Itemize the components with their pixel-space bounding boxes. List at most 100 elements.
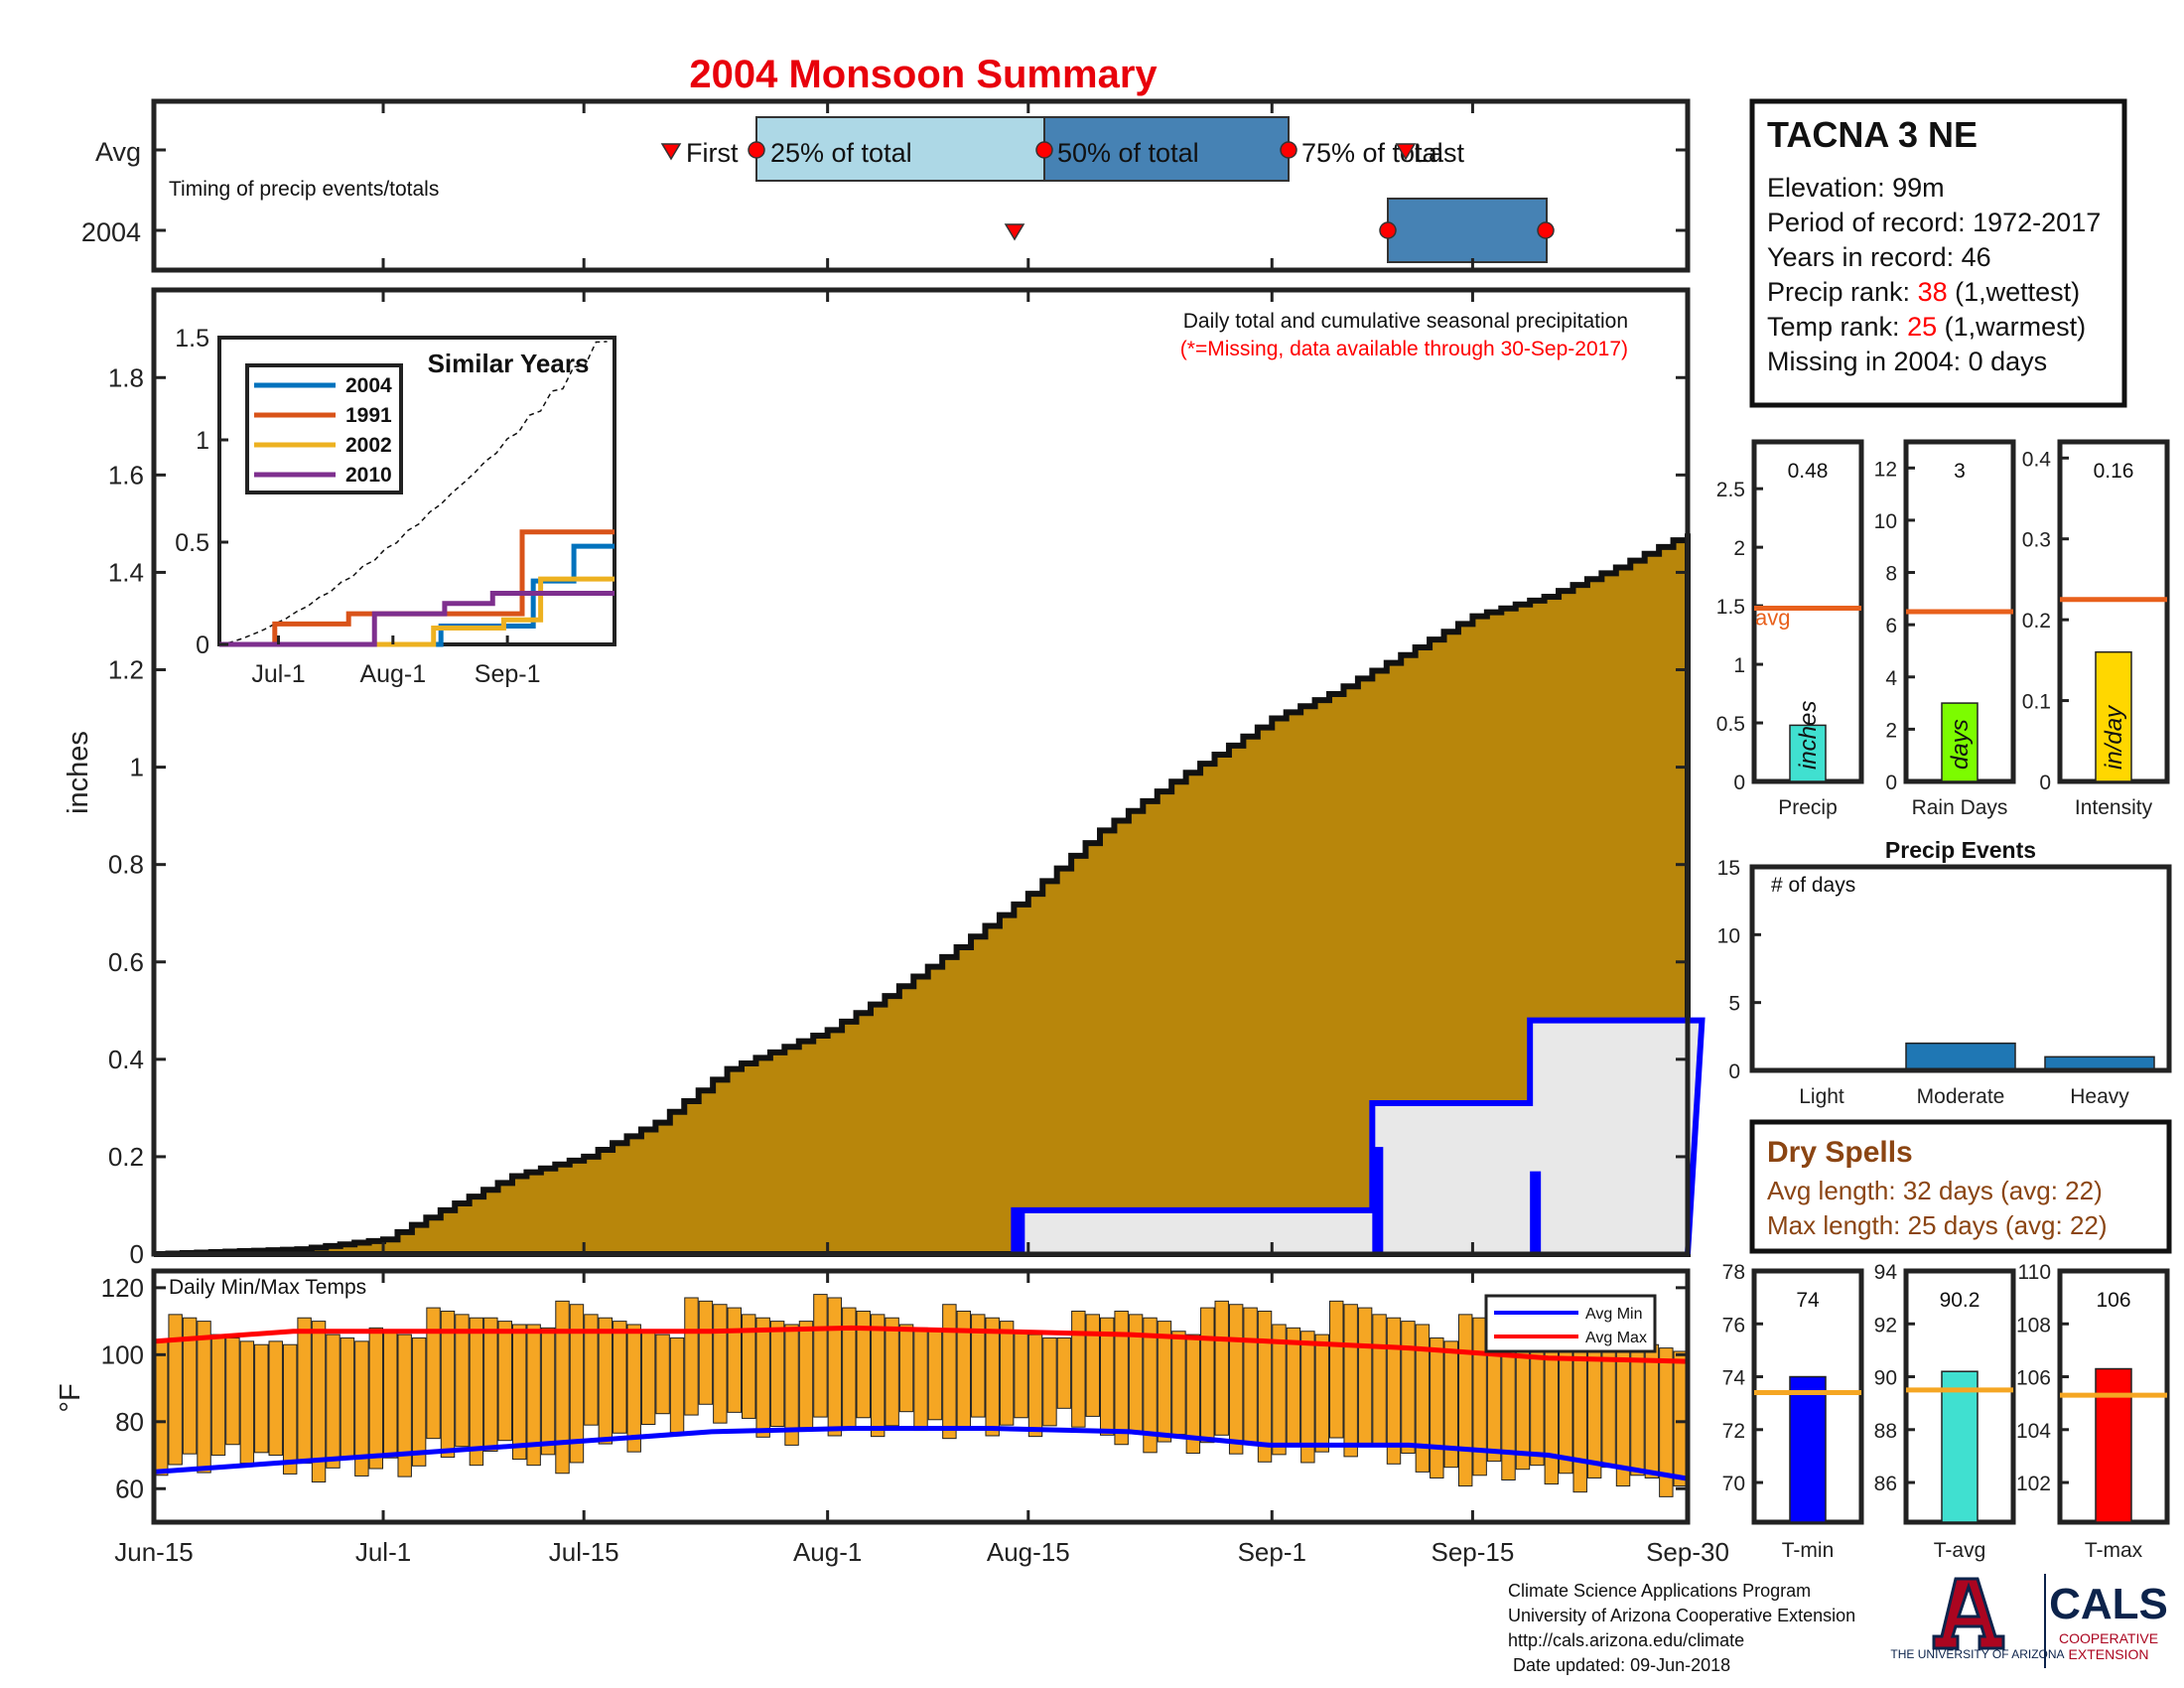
precip-y-axis: 0 0.2 0.4 0.6 0.8 1 1.2 1.4 1.6 1.8 [108,362,1688,1269]
temp-summary-y-tick-label: 72 [1722,1420,1745,1443]
temp-range-bar [669,1336,685,1434]
temp-range-bar [254,1343,269,1454]
avg-75-label: 75% of total [1301,138,1443,168]
dry-spells-avg: Avg length: 32 days (avg: 22) [1767,1176,2103,1205]
summary-value-Intensity: 0.16 [2094,460,2134,483]
temp-summary-y-tick-label: 106 [2016,1367,2051,1390]
summary-y-tick-label: 10 [1874,510,1897,533]
y-tick-label: 1.8 [108,362,144,392]
x-tick-label: Jul-1 [355,1537,411,1567]
dry-spells-max: Max length: 25 days (avg: 22) [1767,1210,2108,1240]
station-years: Years in record: 46 [1767,242,1991,272]
temp-range-bar [210,1334,226,1457]
temp-summary-y-tick-label: 94 [1874,1261,1898,1284]
temp-range-bar [885,1317,899,1427]
precip-frame [151,287,1691,1257]
station-temp-rank: Temp rank: 25 (1,warmest) [1767,312,2086,342]
avg-first-marker [660,143,682,161]
temp-range-bar [1644,1343,1660,1478]
year-box [1387,198,1548,263]
precip-y-label: inches [63,731,94,814]
date-axis: Jun-15 Jul-1 Jul-15 Aug-1 Aug-15 Sep-1 Sep-15 S… [114,290,1729,1567]
temp-range-bar [1042,1336,1057,1427]
temp-range-bar [742,1314,756,1419]
ua-logo-text: THE UNIVERSITY OF ARIZONA [1890,1647,2064,1661]
temp-range-bar [913,1327,928,1432]
temp-range-bar [326,1334,341,1469]
avg-box-50-75 [1043,116,1290,182]
temp-range-bar [1143,1317,1158,1454]
legend-avg-min-label: Avg Min [1585,1306,1643,1323]
inset-y-tick-label: 0.5 [175,529,209,557]
events-y-tick-label: 0 [1728,1060,1740,1083]
precip-rank-value: 38 [1918,277,1948,307]
temp-range-bar [1114,1310,1129,1446]
x-tick-label: Sep-30 [1646,1537,1729,1567]
summary-bar-Intensity [2095,650,2132,782]
summary-label-Intensity: Intensity [2075,796,2153,819]
daily-precip-bars [1014,1147,1542,1254]
summary-y-tick-label: 0.4 [2022,448,2052,471]
temp-range-bar [1615,1331,1631,1487]
summary-value-Precip: 0.48 [1788,460,1829,483]
temp-range-bar [511,1324,527,1461]
x-tick-label: Jun-15 [114,1537,194,1567]
inset-series-1991 [219,529,614,647]
avg-max-line [153,1325,1689,1364]
daily-precip-bar [1372,1147,1384,1254]
dry-spells: Dry Spells Avg length: 32 days (avg: 22)… [1749,1119,2172,1254]
temp-summary-bar-T-avg [1941,1370,1979,1523]
temp-range-bar [942,1304,957,1440]
y-tick-label: 0.6 [108,947,144,977]
summary-avg-label: avg [1755,605,1790,630]
inset-x-tick-label: Sep-1 [475,660,541,688]
avg-50-label: 50% of total [1057,138,1199,168]
temp-range-bar [497,1321,512,1442]
temp-range-bar [1099,1317,1115,1436]
temp-summary-bar-T-max [2095,1367,2132,1523]
legend-label-2002: 2002 [345,434,392,457]
x-tick-label: Sep-15 [1431,1537,1514,1567]
summary-y-tick-label: 0.3 [2022,529,2051,552]
inset-y-axis: 0 0.5 1 1.5 Jul-1 Aug-1 Sep-1 [175,325,540,688]
temp-range-bar [769,1321,785,1428]
temp-range-bar [1071,1310,1086,1428]
temp-range-bar [713,1304,728,1424]
summary-y-tick-label: 0.1 [2022,691,2051,714]
temp-range-bar [584,1314,599,1426]
inset-x-tick-label: Aug-1 [359,660,426,688]
inset-title: Similar Years [428,349,590,378]
temp-range-bar [469,1317,484,1467]
station-period: Period of record: 1972-2017 [1767,208,2101,237]
temp-rank-suffix: (1,warmest) [1937,312,2086,342]
summary-bar-Rain Days [1941,702,1979,782]
row-label-year: 2004 [81,217,141,247]
inset-series-2002 [219,576,614,647]
events-frame-bg [1752,867,2169,1070]
cals-logo: CALS COOPERATIVE EXTENSION [2049,1580,2168,1662]
temp-range-bar [569,1304,585,1464]
temp-legend-box [1484,1294,1657,1353]
summary-unit-Intensity: in/day [2101,704,2127,770]
summary-y-tick-label: 0 [1733,772,1745,794]
temp-range-bar [985,1317,1000,1437]
missing-note: (*=Missing, data available through 30-Se… [1180,338,1628,360]
summary-y-tick-label: 0 [2039,772,2051,794]
temp-frame [151,1268,1691,1525]
avg-50-marker [1035,141,1053,159]
temperature-panel: 60 80 100 120 °F Daily Min/Max Temps Avg Mi… [55,1268,1691,1525]
temp-range-bar [1343,1304,1358,1458]
temp-caption: Daily Min/Max Temps [169,1276,366,1299]
temp-summary-y-tick-label: 88 [1874,1420,1897,1443]
temp-range-bar [540,1327,556,1456]
temp-range-bar [798,1321,814,1429]
temp-range-bar [1228,1304,1244,1455]
temp-range-bar [999,1321,1015,1426]
y-tick-label: 0 [130,1239,144,1269]
avg-last-marker [1395,143,1417,161]
temp-range-bar [1085,1314,1100,1417]
temp-y-tick-label: 60 [115,1474,144,1503]
summary-y-tick-label: 0 [1885,772,1897,794]
y-tick-label: 1.2 [108,655,144,685]
year-25-marker [1379,221,1397,239]
